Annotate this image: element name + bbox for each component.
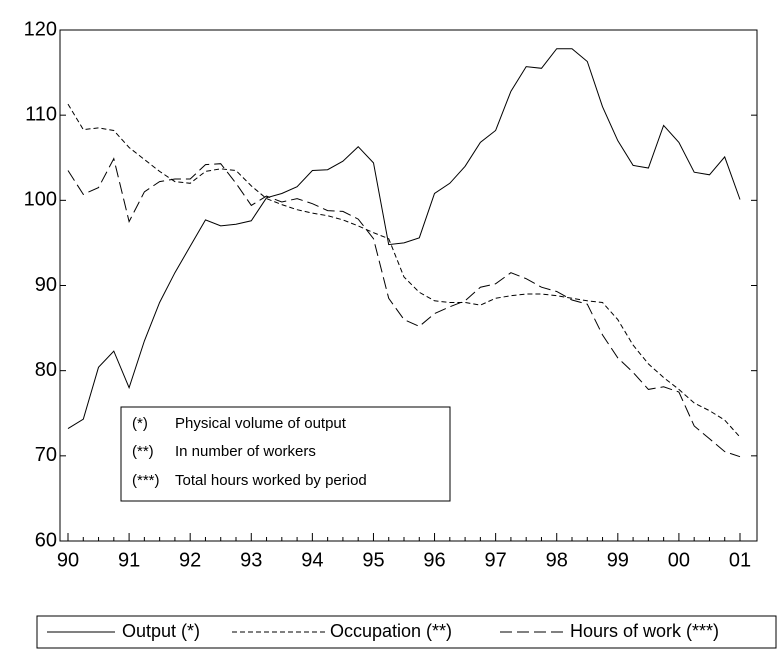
series-line (67, 157, 741, 458)
y-tick-label: 120 (24, 18, 57, 40)
x-tick-label: 96 (423, 549, 445, 571)
annotation-box (120, 406, 451, 502)
x-tick-label: 92 (179, 549, 201, 571)
y-tick-label: 100 (24, 189, 57, 211)
y-tick-label: 90 (35, 274, 57, 296)
y-tick-label: 70 (35, 444, 57, 466)
annotation-text: In number of workers (175, 443, 316, 460)
annotation-marker: (*) (132, 415, 148, 432)
series-line (67, 103, 741, 438)
x-tick-label: 99 (607, 549, 629, 571)
y-tick-label: 110 (25, 103, 57, 125)
legend-label: Output (*) (122, 621, 200, 641)
annotation-marker: (***) (132, 472, 160, 489)
legend-box (36, 615, 777, 649)
annotation-text: Total hours worked by period (175, 472, 367, 489)
x-tick-label: 95 (362, 549, 384, 571)
x-tick-label: 91 (118, 549, 140, 571)
x-tick-label: 00 (668, 549, 690, 571)
x-tick-label: 98 (546, 549, 568, 571)
y-tick-label: 60 (35, 529, 57, 551)
annotation-marker: (**) (132, 443, 154, 460)
y-tick-label: 80 (35, 359, 57, 381)
series-line (67, 48, 741, 430)
annotation-text: Physical volume of output (175, 415, 347, 432)
legend-label: Hours of work (***) (570, 621, 719, 641)
x-tick-label: 01 (729, 549, 751, 571)
legend-label: Occupation (**) (330, 621, 452, 641)
x-tick-label: 90 (57, 549, 79, 571)
x-tick-label: 94 (301, 549, 323, 571)
x-tick-label: 97 (485, 549, 507, 571)
x-tick-label: 93 (240, 549, 262, 571)
